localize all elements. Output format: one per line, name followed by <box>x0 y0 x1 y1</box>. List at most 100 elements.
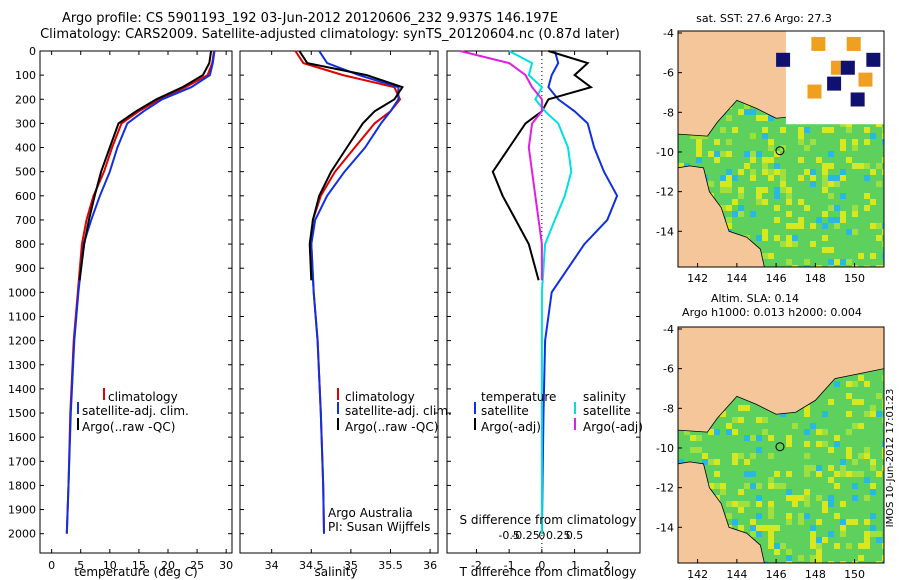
sea-pixel <box>840 561 846 563</box>
sea-pixel <box>852 139 858 145</box>
map-y-tick-label: -12 <box>656 186 674 199</box>
sea-pixel <box>840 211 846 217</box>
sea-pixel <box>864 447 870 453</box>
y-tick-label: 1300 <box>8 359 36 372</box>
temperature-xlabel: temperature (deg C) <box>74 565 197 579</box>
sea-pixel <box>750 525 756 531</box>
sea-pixel <box>786 441 792 447</box>
sea-pixel <box>828 465 834 471</box>
sea-pixel <box>762 169 768 175</box>
float-marker <box>775 442 785 452</box>
sea-pixel <box>690 447 696 453</box>
sea-pixel <box>804 127 810 133</box>
sea-pixel <box>786 495 792 501</box>
sea-pixel <box>864 411 870 417</box>
sea-pixel <box>774 187 780 193</box>
sea-pixel <box>756 199 762 205</box>
sea-pixel <box>732 501 738 507</box>
sea-pixel <box>744 483 750 489</box>
x-tick-label: 2 <box>604 559 611 572</box>
sea-pixel <box>756 501 762 507</box>
legend-sal-argo: Argo(-adj) <box>583 420 643 434</box>
sea-pixel <box>846 453 852 459</box>
sea-pixel <box>828 205 834 211</box>
legend-salinity-title: salinity <box>583 390 626 404</box>
sea-pixel <box>720 127 726 133</box>
sea-pixel <box>834 205 840 211</box>
x-top-tick-label: 0.25 <box>546 529 571 542</box>
legend-temperature-title: temperature <box>481 390 556 404</box>
sea-pixel <box>864 519 870 525</box>
legend-argo-2: Argo(..raw -QC) <box>345 420 438 434</box>
sea-pixel <box>876 531 882 537</box>
salinity-xlabel: salinity <box>314 565 357 579</box>
x-tick-label: 34.5 <box>299 559 324 572</box>
sea-pixel <box>726 139 732 145</box>
sst-block <box>827 76 842 91</box>
sea-pixel <box>804 405 810 411</box>
sea-pixel <box>846 543 852 549</box>
sea-pixel <box>762 253 768 259</box>
sea-pixel <box>870 483 876 489</box>
sea-pixel <box>768 453 774 459</box>
sea-pixel <box>834 441 840 447</box>
sea-pixel <box>870 223 876 229</box>
sea-pixel <box>816 561 822 563</box>
sea-pixel <box>720 205 726 211</box>
sea-pixel <box>786 549 792 555</box>
sea-pixel <box>786 235 792 241</box>
sea-pixel <box>762 561 768 563</box>
sea-pixel <box>750 175 756 181</box>
y-tick-label: 200 <box>15 93 36 106</box>
sea-pixel <box>864 381 870 387</box>
sea-pixel <box>798 555 804 561</box>
sea-pixel <box>828 501 834 507</box>
sea-pixel <box>822 247 828 253</box>
sea-pixel <box>876 163 882 169</box>
sea-pixel <box>720 175 726 181</box>
sea-pixel <box>708 151 714 157</box>
sea-pixel <box>846 127 852 133</box>
sea-pixel <box>750 519 756 525</box>
sea-pixel <box>792 495 798 501</box>
sea-pixel <box>864 127 870 133</box>
sea-pixel <box>768 513 774 519</box>
sea-pixel <box>726 423 732 429</box>
sea-pixel <box>882 465 884 471</box>
x-tick-label: 5 <box>77 559 84 572</box>
sea-pixel <box>696 435 702 441</box>
sea-pixel <box>882 157 884 163</box>
sea-pixel <box>726 205 732 211</box>
sea-pixel <box>864 537 870 543</box>
s-difference-label: S difference from climatology <box>460 513 637 527</box>
sea-pixel <box>756 495 762 501</box>
sea-pixel <box>840 525 846 531</box>
sea-pixel <box>798 495 804 501</box>
sea-pixel <box>726 115 732 121</box>
sea-pixel <box>864 193 870 199</box>
y-tick-label: 1800 <box>8 479 36 492</box>
map-x-tick-label: 148 <box>805 568 826 580</box>
sea-pixel <box>774 525 780 531</box>
sea-pixel <box>732 429 738 435</box>
map-body <box>678 31 884 267</box>
sea-pixel <box>870 525 876 531</box>
sea-pixel <box>714 139 720 145</box>
sea-pixel <box>720 411 726 417</box>
map-x-tick-label: 148 <box>805 272 826 285</box>
sea-pixel <box>768 145 774 151</box>
sea-pixel <box>804 501 810 507</box>
sea-pixel <box>810 169 816 175</box>
y-tick-label: 1700 <box>8 455 36 468</box>
sea-pixel <box>828 477 834 483</box>
sea-pixel <box>804 471 810 477</box>
sea-pixel <box>762 229 768 235</box>
figure-title-line1: Argo profile: CS 5901193_192 03-Jun-2012… <box>62 11 558 26</box>
sea-pixel <box>774 471 780 477</box>
series-line-2 <box>298 50 404 281</box>
sea-pixel <box>780 169 786 175</box>
x-tick-label: 35 <box>344 559 358 572</box>
sea-pixel <box>774 193 780 199</box>
x-tick-label: -2 <box>471 559 482 572</box>
